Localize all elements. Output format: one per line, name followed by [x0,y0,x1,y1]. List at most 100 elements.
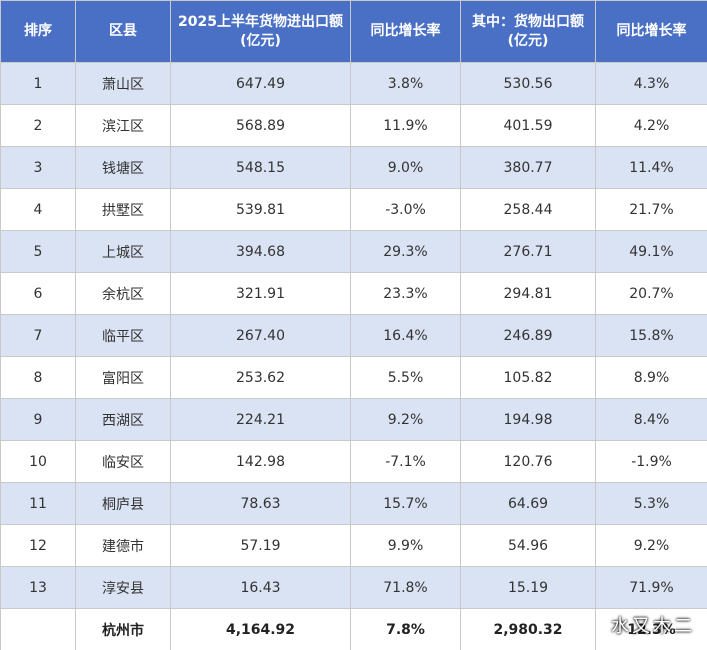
data-row: 12 建德市 57.19 9.9% 54.96 9.2% [0,524,707,567]
header-cell: 2025上半年货物进出口额 (亿元) [170,0,351,63]
cell: 临平区 [75,314,171,357]
cell: 120.76 [460,440,596,483]
cell: 321.91 [170,272,351,315]
total-row: 杭州市 4,164.92 7.8% 2,980.32 12.3% [0,608,707,650]
cell: 9.2% [350,398,461,441]
cell: 142.98 [170,440,351,483]
cell: 滨江区 [75,104,171,147]
cell: 桐庐县 [75,482,171,525]
cell: -7.1% [350,440,461,483]
cell: 49.1% [595,230,707,273]
cell: 6 [0,272,76,315]
data-row: 8 富阳区 253.62 5.5% 105.82 8.9% [0,356,707,399]
cell: 394.68 [170,230,351,273]
header-row: 排序 区县 2025上半年货物进出口额 (亿元) 同比增长率 其中：货物出口额 (亿元) 同比… [0,0,707,63]
total-cell: 12.3% [595,608,707,650]
cell: 3.8% [350,62,461,105]
cell: 1 [0,62,76,105]
cell: 380.77 [460,146,596,189]
header-cell: 其中：货物出口额 (亿元) [460,0,596,63]
cell: -3.0% [350,188,461,231]
total-cell: 4,164.92 [170,608,351,650]
cell: 4.3% [595,62,707,105]
cell: 267.40 [170,314,351,357]
data-row: 6 余杭区 321.91 23.3% 294.81 20.7% [0,272,707,315]
cell: 4.2% [595,104,707,147]
header-text: 2025上半年货物进出口额 [178,13,343,30]
header-cell: 同比增长率 [350,0,461,63]
cell: 54.96 [460,524,596,567]
cell: 13 [0,566,76,609]
cell: 23.3% [350,272,461,315]
cell: 4 [0,188,76,231]
cell: 8.4% [595,398,707,441]
cell: 5 [0,230,76,273]
cell: 8 [0,356,76,399]
cell: 21.7% [595,188,707,231]
cell: 548.15 [170,146,351,189]
cell: 647.49 [170,62,351,105]
data-row: 3 钱塘区 548.15 9.0% 380.77 11.4% [0,146,707,189]
cell: 71.9% [595,566,707,609]
cell: 16.43 [170,566,351,609]
cell: 64.69 [460,482,596,525]
cell: 12 [0,524,76,567]
cell: 224.21 [170,398,351,441]
cell: 15.19 [460,566,596,609]
cell: 11 [0,482,76,525]
cell: 57.19 [170,524,351,567]
cell: 258.44 [460,188,596,231]
cell: 西湖区 [75,398,171,441]
cell: 539.81 [170,188,351,231]
cell: 9.0% [350,146,461,189]
cell: 3 [0,146,76,189]
cell: 78.63 [170,482,351,525]
cell: 16.4% [350,314,461,357]
cell: 194.98 [460,398,596,441]
data-row: 9 西湖区 224.21 9.2% 194.98 8.4% [0,398,707,441]
total-cell: 7.8% [350,608,461,650]
header-text: 排序 [24,23,52,39]
header-cell: 排序 [0,0,76,63]
header-text: 其中：货物出口额 [472,13,584,30]
cell: 建德市 [75,524,171,567]
cell: 淳安县 [75,566,171,609]
cell: 10 [0,440,76,483]
cell: 15.7% [350,482,461,525]
header-text: 区县 [109,23,137,39]
cell: 5.3% [595,482,707,525]
cell: 9 [0,398,76,441]
cell: 拱墅区 [75,188,171,231]
watermark: 水又木二 [611,616,695,637]
data-row: 13 淳安县 16.43 71.8% 15.19 71.9% [0,566,707,609]
total-cell: 2,980.32 [460,608,596,650]
cell: 530.56 [460,62,596,105]
cell: 钱塘区 [75,146,171,189]
data-row: 7 临平区 267.40 16.4% 246.89 15.8% [0,314,707,357]
cell: 8.9% [595,356,707,399]
header-text: (亿元) [507,32,549,49]
data-row: 2 滨江区 568.89 11.9% 401.59 4.2% [0,104,707,147]
cell: 15.8% [595,314,707,357]
header-cell: 同比增长率 [595,0,707,63]
cell: 2 [0,104,76,147]
cell: 11.4% [595,146,707,189]
cell: 富阳区 [75,356,171,399]
data-row: 10 临安区 142.98 -7.1% 120.76 -1.9% [0,440,707,483]
cell: -1.9% [595,440,707,483]
cell: 294.81 [460,272,596,315]
cell: 余杭区 [75,272,171,315]
cell: 9.2% [595,524,707,567]
cell: 105.82 [460,356,596,399]
cell: 上城区 [75,230,171,273]
cell: 276.71 [460,230,596,273]
cell: 29.3% [350,230,461,273]
data-row: 4 拱墅区 539.81 -3.0% 258.44 21.7% [0,188,707,231]
cell: 7 [0,314,76,357]
cell: 9.9% [350,524,461,567]
header-text: 同比增长率 [616,23,687,39]
cell: 253.62 [170,356,351,399]
cell: 萧山区 [75,62,171,105]
